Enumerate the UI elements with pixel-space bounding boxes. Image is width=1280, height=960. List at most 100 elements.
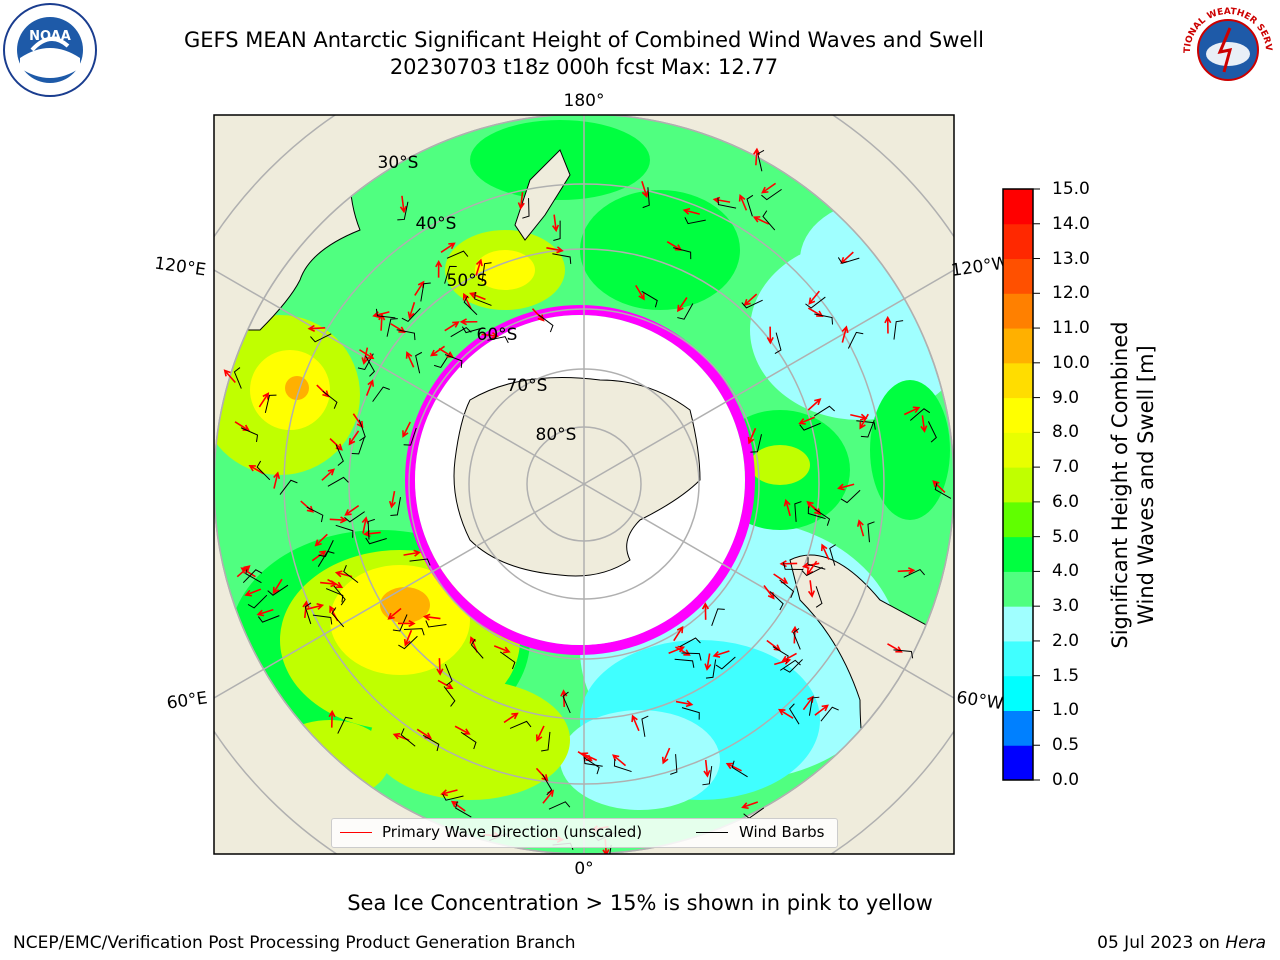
wind-barb [867, 521, 875, 543]
wave-direction-arrow [329, 516, 348, 524]
wind-barb [444, 663, 453, 686]
wave-direction-arrow [344, 504, 360, 516]
wave-direction-arrow [806, 560, 818, 576]
wave-direction-arrow [378, 313, 386, 331]
wind-barb [609, 844, 612, 854]
wave-direction-arrow [361, 347, 369, 365]
wave-direction-arrow [348, 430, 360, 446]
wind-barb [400, 728, 416, 747]
wind-barb [705, 659, 717, 679]
wind-barb [396, 329, 416, 341]
wind-barb [444, 265, 457, 284]
wind-barb [337, 716, 353, 734]
wind-barb [242, 569, 263, 584]
wave-direction-arrow [743, 293, 758, 306]
wind-barb [240, 427, 259, 443]
wave-direction-arrow [307, 324, 326, 332]
wave-direction-arrow [932, 480, 946, 494]
colorbar-segment [1003, 467, 1033, 503]
lat-label: 40°S [416, 214, 457, 234]
wave-direction-arrow [444, 321, 460, 332]
colorbar-tick-label: 1.5 [1052, 665, 1080, 686]
lon-label-lower-left: 60°E [166, 688, 209, 713]
sea-ice-note: Sea Ice Concentration > 15% is shown in … [347, 891, 933, 915]
wave-direction-arrow [531, 308, 545, 322]
wave-direction-arrow [256, 608, 274, 617]
wave-direction-arrow [437, 679, 454, 689]
wind-barb [807, 506, 826, 520]
wind-barb [279, 479, 298, 495]
wind-barb [552, 253, 572, 265]
wind-barb [711, 608, 725, 626]
wave-direction-arrow [436, 658, 444, 676]
svg-text:NOAA: NOAA [29, 29, 71, 44]
wind-barb [613, 758, 632, 773]
colorbar-tick-label: 8.0 [1052, 422, 1080, 443]
wave-direction-arrow [435, 259, 443, 278]
wind-barb [327, 476, 349, 487]
wave-direction-arrow [766, 639, 782, 652]
wind-barb-swatch [696, 832, 728, 833]
wave-direction-arrow [403, 629, 413, 647]
wind-barb [344, 511, 365, 523]
wave-direction-arrow [747, 427, 757, 445]
wave-direction-arrow [783, 498, 791, 517]
wave-direction-arrow [635, 284, 645, 301]
wave-direction-arrow [328, 709, 336, 728]
legend-wind-barbs: Wind Barbs [739, 823, 825, 841]
wave-direction-arrow [546, 246, 564, 254]
colorbar-tick-label: 9.0 [1052, 387, 1080, 408]
wind-barb [331, 607, 345, 628]
wind-barb [750, 434, 762, 453]
wave-direction-arrow [661, 747, 671, 765]
colorbar-tick-label: 0.0 [1052, 770, 1080, 790]
wind-barb [306, 506, 324, 523]
wind-barb [398, 635, 418, 650]
wind-barb [333, 585, 346, 606]
wind-barb [562, 691, 571, 714]
colorbar-tick-label: 14.0 [1052, 213, 1090, 234]
wind-barb [799, 422, 821, 431]
wave-direction-arrow [781, 652, 797, 663]
wave-direction-arrow [807, 398, 822, 411]
wind-barb [386, 318, 398, 337]
wind-barb [761, 188, 782, 201]
map-subtitle: 20230703 t18z 000h fcst Max: 12.77 [389, 55, 779, 79]
wind-barb [840, 489, 861, 504]
lat-label: 30°S [378, 153, 419, 173]
wave-direction-arrow [535, 767, 549, 782]
wind-barb [934, 482, 952, 499]
wind-barb [367, 518, 375, 540]
wind-barb [757, 149, 765, 172]
wave-direction-arrow [682, 207, 700, 215]
wind-barb [674, 658, 695, 668]
wave-direction-arrow [535, 725, 545, 742]
wave-direction-arrow [402, 421, 411, 438]
wind-barb [450, 326, 472, 338]
wind-barb [310, 333, 332, 343]
colorbar-tick-label: 4.0 [1052, 561, 1080, 582]
wind-barb [247, 594, 268, 609]
lon-label-lower-right: 60°W [955, 688, 1004, 714]
wind-barb [837, 257, 860, 264]
wave-direction-arrow [673, 625, 684, 642]
wave-direction-arrow [808, 502, 822, 516]
colorbar-segment [1003, 675, 1033, 711]
wave-direction-arrow [503, 712, 519, 724]
wave-direction-arrow [837, 483, 855, 491]
colorbar-segment [1003, 640, 1033, 677]
wind-barb [375, 308, 396, 319]
wave-direction-arrow [273, 471, 281, 489]
colorbar-segment [1003, 362, 1033, 399]
wind-barb [814, 508, 831, 526]
wind-barb [677, 303, 694, 320]
wind-barb [794, 501, 802, 522]
lat-label: 80°S [536, 425, 577, 445]
wave-direction-arrow [841, 325, 849, 343]
colorbar-tick-label: 0.5 [1052, 735, 1080, 756]
wind-barb [481, 262, 492, 282]
noaa-logo: NOAA [3, 3, 97, 97]
wind-barb [792, 628, 801, 650]
wave-direction-arrow [469, 291, 486, 301]
